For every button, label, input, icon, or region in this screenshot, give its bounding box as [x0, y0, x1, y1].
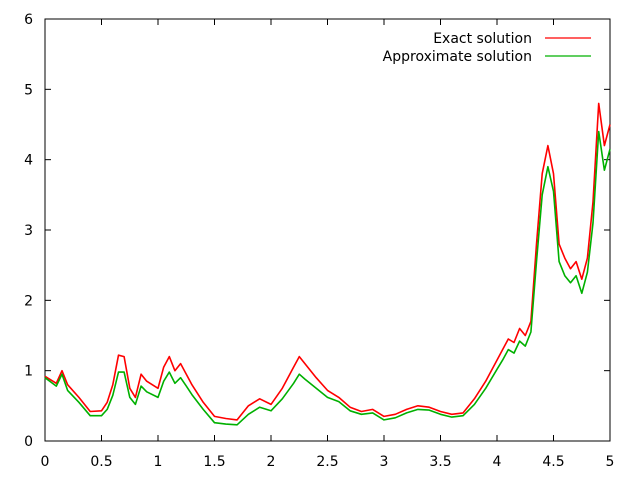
- legend-label: Exact solution: [433, 31, 532, 47]
- y-tick-label: 3: [24, 223, 33, 239]
- y-tick-label: 2: [24, 293, 33, 309]
- x-tick-label: 1: [154, 454, 163, 470]
- y-tick-label: 1: [24, 364, 33, 380]
- x-tick-label: 3: [380, 454, 389, 470]
- x-tick-label: 0.5: [90, 454, 112, 470]
- legend-label: Approximate solution: [383, 49, 532, 65]
- x-tick-label: 5: [606, 454, 615, 470]
- series-line-exact: [44, 102, 611, 421]
- y-tick-label: 5: [24, 82, 33, 98]
- x-tick-label: 4: [493, 454, 502, 470]
- x-tick-label: 3.5: [429, 454, 451, 470]
- y-tick-label: 6: [24, 12, 33, 28]
- y-tick-label: 4: [24, 153, 33, 169]
- y-tick-label: 0: [24, 434, 33, 450]
- x-tick-label: 4.5: [542, 454, 564, 470]
- x-tick-label: 2.5: [316, 454, 338, 470]
- plot-frame: [44, 18, 611, 442]
- series-line-approximate: [44, 130, 611, 426]
- x-tick-label: 1.5: [203, 454, 225, 470]
- x-tick-label: 0: [41, 454, 50, 470]
- x-tick-label: 2: [267, 454, 276, 470]
